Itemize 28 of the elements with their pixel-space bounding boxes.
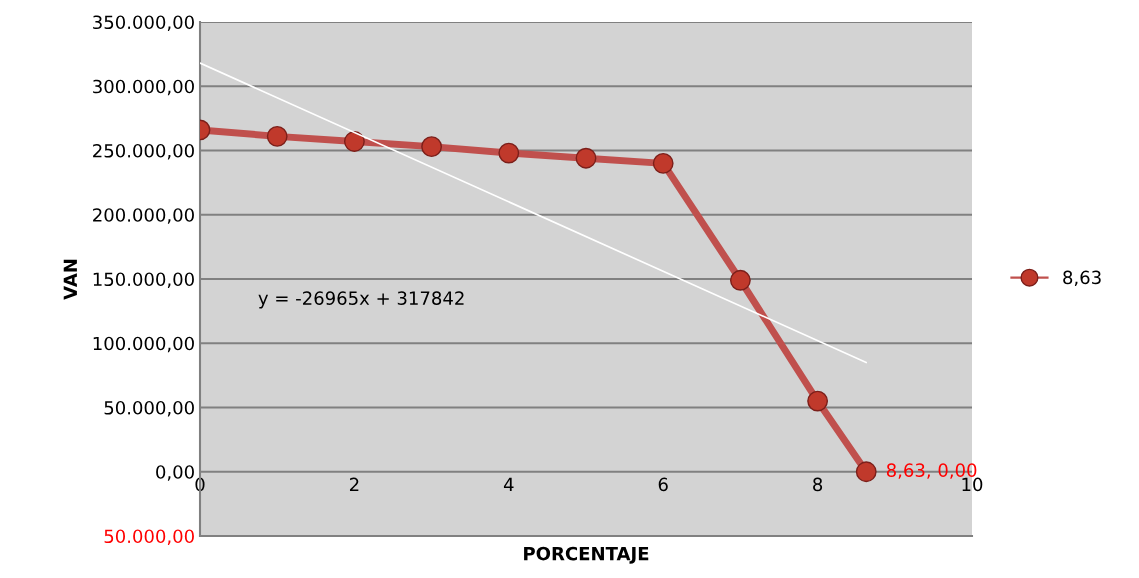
point [652,152,674,174]
x-tick-label: 8 [813,477,823,492]
point [343,131,365,152]
point [807,390,829,412]
point [498,142,520,164]
point [729,269,751,291]
y-tick-label: 50.000,00 [104,529,194,545]
y-tick-label: 50.000,00 [104,400,194,417]
y-tick-label: 300.000,00 [93,79,194,96]
x-tick-label: 10 [962,477,983,492]
y-axis-title: VAN [63,259,77,300]
y-tick-label: 200.000,00 [93,208,194,224]
data-label: 8,63, 0,00 [886,463,977,479]
x-tick-label: 2 [349,477,359,492]
x-tick-label: 4 [503,477,514,492]
point [421,136,443,158]
point [266,125,288,147]
y-tick-label: 0,00 [156,465,194,481]
point [575,147,597,169]
y-tick-label: 100.000,00 [93,336,194,353]
legend-label: 8,63 [1063,270,1101,287]
y-tick-label: 150.000,00 [93,272,194,288]
annotation: y = -26965x + 317842 [258,291,464,309]
x-axis-title: PORCENTAJE [524,546,649,564]
y-tick-label: 250.000,00 [93,143,194,160]
y-tick-label: 350.000,00 [93,15,194,31]
point [855,461,877,483]
x-tick-label: 6 [658,477,668,492]
